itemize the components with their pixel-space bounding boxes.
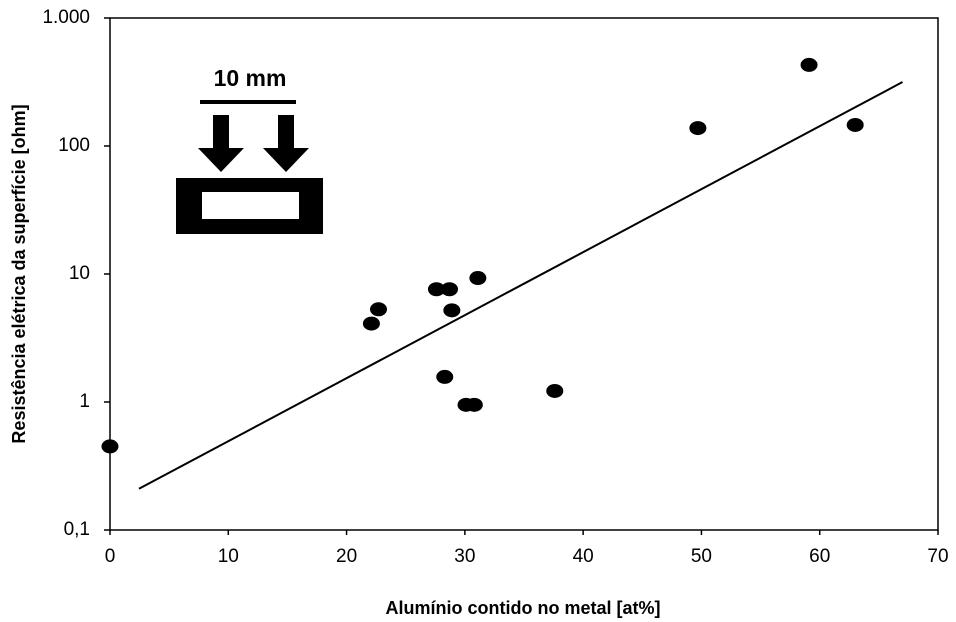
data-point — [846, 117, 864, 132]
arrow — [198, 115, 244, 172]
x-tick-label: 50 — [691, 546, 712, 567]
data-point — [689, 121, 707, 136]
data-point — [469, 271, 487, 286]
x-tick-label: 30 — [454, 546, 475, 567]
y-tick-label: 1.000 — [42, 7, 90, 28]
data-point — [443, 303, 461, 318]
data-point — [362, 316, 380, 331]
data-point — [101, 439, 119, 454]
x-tick-label: 60 — [809, 546, 830, 567]
arrow — [263, 115, 309, 172]
y-axis-title: Resistência elétrica da superfície [ohm] — [9, 104, 29, 443]
x-tick-label: 0 — [105, 546, 116, 567]
data-point — [370, 302, 388, 317]
y-tick-label: 100 — [58, 135, 90, 156]
y-tick-label: 1 — [79, 391, 90, 412]
data-point — [546, 383, 564, 398]
data-point — [427, 282, 445, 297]
x-tick-label: 20 — [336, 546, 357, 567]
y-tick-label: 10 — [69, 263, 90, 284]
y-tick-label: 0,1 — [64, 519, 90, 540]
data-point — [436, 369, 454, 384]
data-point — [465, 397, 483, 412]
x-axis-title: Alumínio contido no metal [at%] — [386, 598, 661, 618]
trend-line — [138, 81, 903, 490]
x-tick-label: 10 — [218, 546, 239, 567]
x-tick-label: 70 — [927, 546, 948, 567]
data-point — [440, 282, 458, 297]
inset-label: 10 mm — [214, 65, 287, 91]
plot-frame — [109, 17, 939, 531]
x-tick-label: 40 — [573, 546, 594, 567]
inset: 10 mm — [176, 65, 323, 234]
data-point — [800, 57, 818, 72]
sample-inner — [202, 192, 299, 219]
